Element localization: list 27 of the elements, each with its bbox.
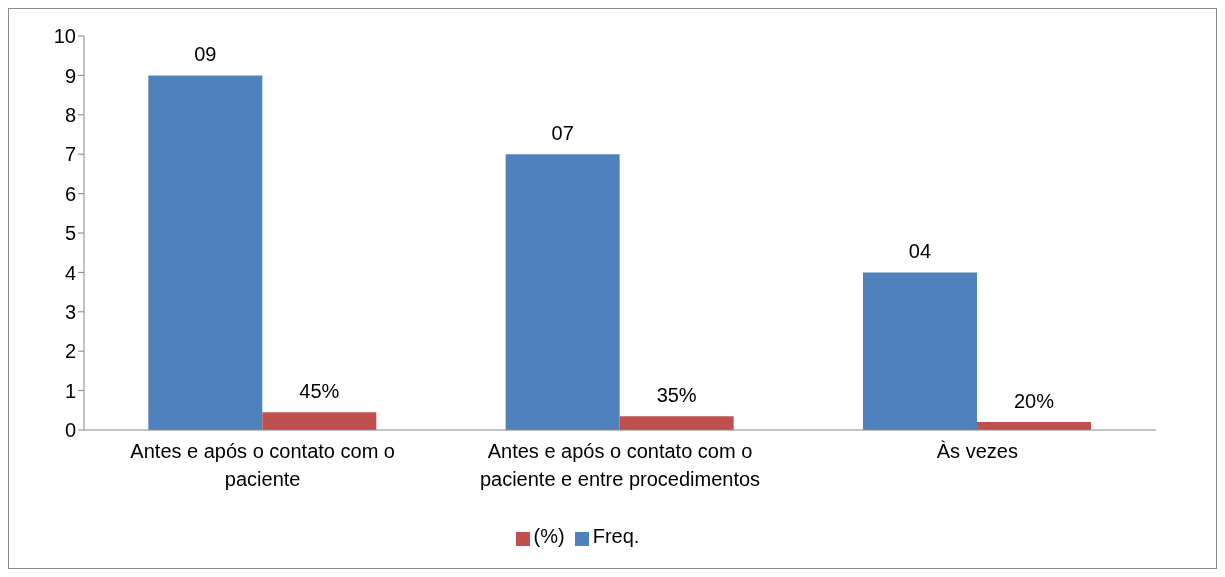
y-tick-label: 2 bbox=[64, 340, 76, 363]
legend-label: (%) bbox=[533, 525, 565, 547]
y-tick-label: 4 bbox=[64, 261, 76, 284]
data-label: 20% bbox=[1013, 390, 1055, 413]
legend-label: Freq. bbox=[592, 525, 640, 547]
y-tick-label: 7 bbox=[64, 143, 76, 166]
x-tick-label: Antes e após o contato com o paciente bbox=[130, 440, 395, 490]
data-label: 04 bbox=[908, 240, 932, 263]
y-tick-label: 5 bbox=[64, 222, 76, 245]
bar bbox=[619, 416, 734, 430]
bar bbox=[262, 412, 377, 430]
y-tick-label: 10 bbox=[53, 25, 76, 48]
y-tick-label: 0 bbox=[64, 419, 76, 442]
data-label: 45% bbox=[299, 380, 340, 403]
y-tick-label: 6 bbox=[64, 182, 76, 205]
y-tick-label: 8 bbox=[64, 103, 76, 126]
x-tick-label: Às vezes bbox=[936, 440, 1018, 462]
y-tick-label: 1 bbox=[64, 379, 76, 402]
x-tick-label: Antes e após o contato com o paciente e entre procedimentos bbox=[479, 440, 761, 490]
bar bbox=[862, 272, 977, 430]
data-label: 35% bbox=[656, 384, 697, 407]
bar bbox=[505, 154, 620, 430]
bar bbox=[148, 75, 263, 430]
data-label: 07 bbox=[551, 122, 574, 145]
y-tick-label: 3 bbox=[64, 300, 76, 323]
data-label: 09 bbox=[194, 43, 217, 66]
y-tick-label: 9 bbox=[64, 64, 76, 87]
